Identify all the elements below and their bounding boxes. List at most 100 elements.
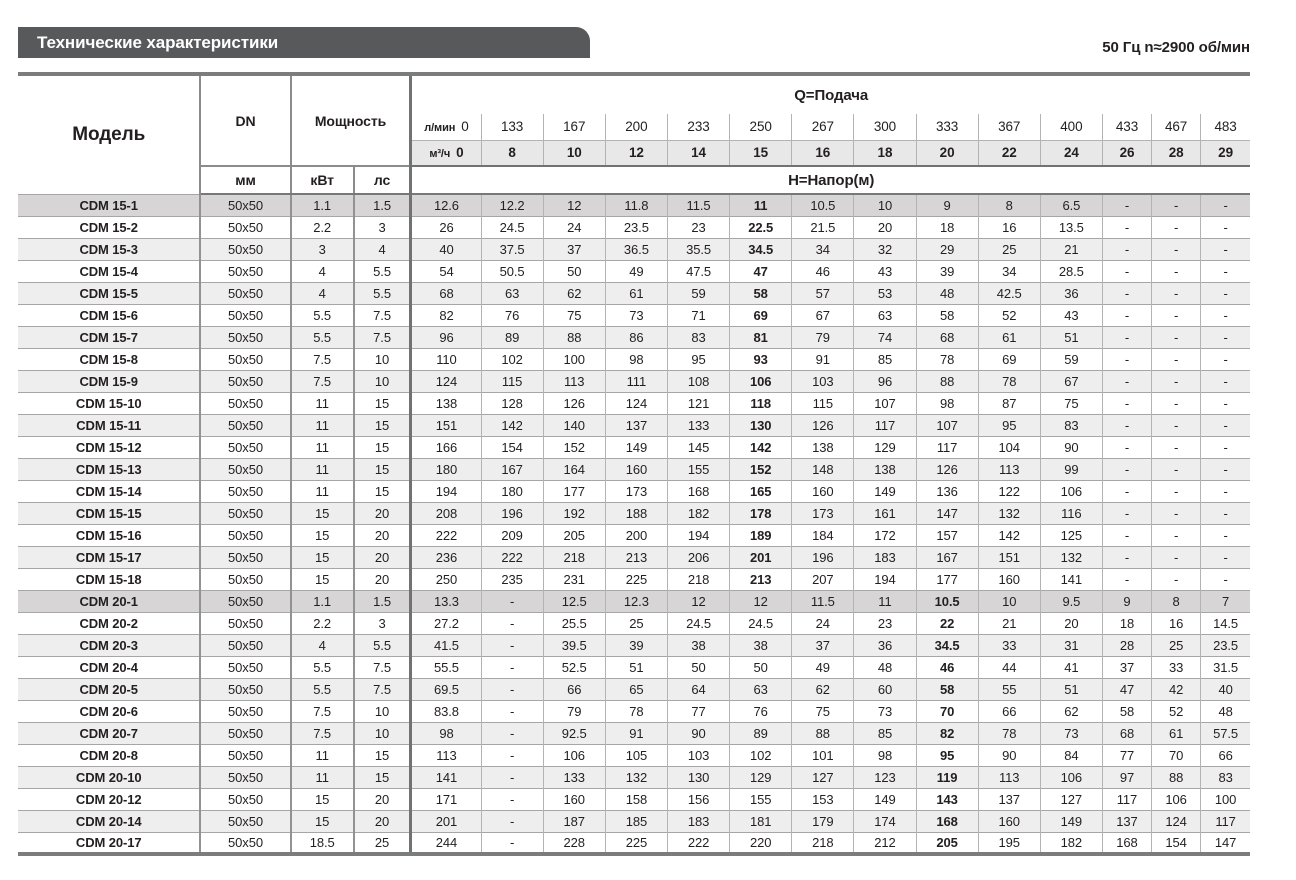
flow-lmin-value: 133	[480, 114, 544, 141]
head-value: 78	[604, 699, 668, 722]
head-value: 67	[791, 303, 854, 326]
head-value: 167	[915, 545, 979, 568]
power-hp-value: 5.5	[353, 633, 413, 656]
power-hp-value: 15	[353, 479, 413, 502]
power-hp-value: 10	[353, 699, 413, 722]
head-value: 31	[1039, 633, 1103, 656]
head-value: -	[1151, 435, 1201, 458]
power-hp-value: 10	[353, 721, 413, 744]
head-value: 106	[1151, 787, 1201, 810]
head-value: 196	[480, 501, 544, 524]
head-value: 25	[604, 611, 668, 634]
spec-row: CDM 15-18 50x50 15 20 250 235 231 225 218 213 207 1…	[18, 567, 1250, 590]
spec-table: Модель DN Мощность Q=Подача л/мин 0 133 167…	[18, 72, 1250, 856]
head-value: -	[1151, 501, 1201, 524]
head-value: 66	[977, 699, 1041, 722]
dn-value: 50x50	[200, 567, 292, 590]
spec-row: CDM 20-8 50x50 11 15 113-106 105 103 102 101 98 95…	[18, 743, 1250, 766]
head-value: 86	[604, 325, 668, 348]
head-value: 36	[853, 633, 917, 656]
power-kw-value: 11	[290, 413, 355, 436]
dn-value: 50x50	[200, 259, 292, 282]
head-value: 90	[1039, 435, 1103, 458]
head-value: -	[1101, 325, 1152, 348]
head-value: 129	[853, 435, 917, 458]
power-hp-value: 25	[353, 831, 413, 854]
head-value: 87	[977, 391, 1041, 414]
head-value: 136	[915, 479, 979, 502]
head-value: 65	[604, 677, 668, 700]
spec-row: CDM 15-16 50x50 15 20 222 209 205 200 194 189 184 1…	[18, 523, 1250, 546]
head-value: 124	[410, 369, 482, 392]
power-hp-value: 10	[353, 369, 413, 392]
head-value: 10	[853, 193, 917, 216]
head-value: 160	[977, 567, 1041, 590]
head-value: -	[1151, 545, 1201, 568]
spec-row: CDM 15-1 50x50 1.1 1.5 12.6 12.2 12 11.8 11.5 11 1…	[18, 193, 1250, 216]
head-value: 16	[1151, 611, 1201, 634]
head-value: 47.5	[666, 259, 730, 282]
section-title-banner: Технические характеристики	[18, 27, 590, 58]
dn-value: 50x50	[200, 523, 292, 546]
head-value: 25	[977, 237, 1041, 260]
head-value: 52.5	[542, 655, 606, 678]
head-value: 127	[791, 765, 854, 788]
head-value: 200	[604, 523, 668, 546]
head-value: 180	[480, 479, 544, 502]
power-kw-value: 11	[290, 391, 355, 414]
head-value: 195	[977, 831, 1041, 854]
spec-row: CDM 15-13 50x50 11 15 180 167 164 160 155 152 148 1…	[18, 457, 1250, 480]
head-value: -	[1101, 215, 1152, 238]
head-value: 76	[480, 303, 544, 326]
head-value: 104	[977, 435, 1041, 458]
head-value: 21	[977, 611, 1041, 634]
head-value: 115	[791, 391, 854, 414]
spec-row: CDM 20-10 50x50 11 15 141-133 132 130 129 127 123…	[18, 765, 1250, 788]
head-value: 89	[480, 325, 544, 348]
power-hp-value: 15	[353, 765, 413, 788]
model-name: CDM 20-7	[18, 721, 202, 744]
head-value: 69	[729, 303, 792, 326]
head-value: 154	[1151, 831, 1201, 854]
head-value: 77	[1101, 743, 1152, 766]
head-value: 98	[410, 721, 482, 744]
flow-lmin-row: л/мин 0 133 167 200 233 250 267 300 333 367 400 433 4…	[18, 114, 1250, 141]
head-value: 33	[977, 633, 1041, 656]
head-value: 27.2	[410, 611, 482, 634]
head-value: 33	[1151, 655, 1201, 678]
flow-m3h-value: 12	[604, 140, 668, 167]
head-value: 49	[604, 259, 668, 282]
spec-row: CDM 20-14 50x50 15 20 201-187 185 183 181 179 174…	[18, 809, 1250, 832]
power-kw-value: 5.5	[290, 325, 355, 348]
model-name: CDM 20-8	[18, 743, 202, 766]
head-value: 64	[666, 677, 730, 700]
head-value: 160	[977, 809, 1041, 832]
head-value: 73	[1039, 721, 1103, 744]
flow-m3h-value: 15	[729, 140, 792, 167]
power-kw-value: 5.5	[290, 655, 355, 678]
flow-lmin-value: 200	[604, 114, 668, 141]
head-value: 83	[1200, 765, 1250, 788]
model-name: CDM 15-5	[18, 281, 202, 304]
head-value: 37	[791, 633, 854, 656]
head-value: 96	[410, 325, 482, 348]
head-value: 205	[915, 831, 979, 854]
power-hp-value: 5.5	[353, 259, 413, 282]
head-value: 58	[1101, 699, 1152, 722]
power-hp-value: 20	[353, 809, 413, 832]
flow-lmin-value: 333	[915, 114, 979, 141]
head-value: 228	[542, 831, 606, 854]
head-value: 161	[853, 501, 917, 524]
head-value: 116	[1039, 501, 1103, 524]
head-value: 55.5	[410, 655, 482, 678]
spec-row: CDM 15-7 50x50 5.5 7.5 96 89 88 86 83 81 79 74 68 61 5…	[18, 325, 1250, 348]
model-name: CDM 20-6	[18, 699, 202, 722]
head-value: 126	[542, 391, 606, 414]
head-value: 201	[410, 809, 482, 832]
head-value: 34	[977, 259, 1041, 282]
head-value: 98	[853, 743, 917, 766]
flow-m3h-value: 16	[791, 140, 854, 167]
head-value: 102	[729, 743, 792, 766]
head-value: 213	[604, 545, 668, 568]
power-hp-value: 7.5	[353, 677, 413, 700]
